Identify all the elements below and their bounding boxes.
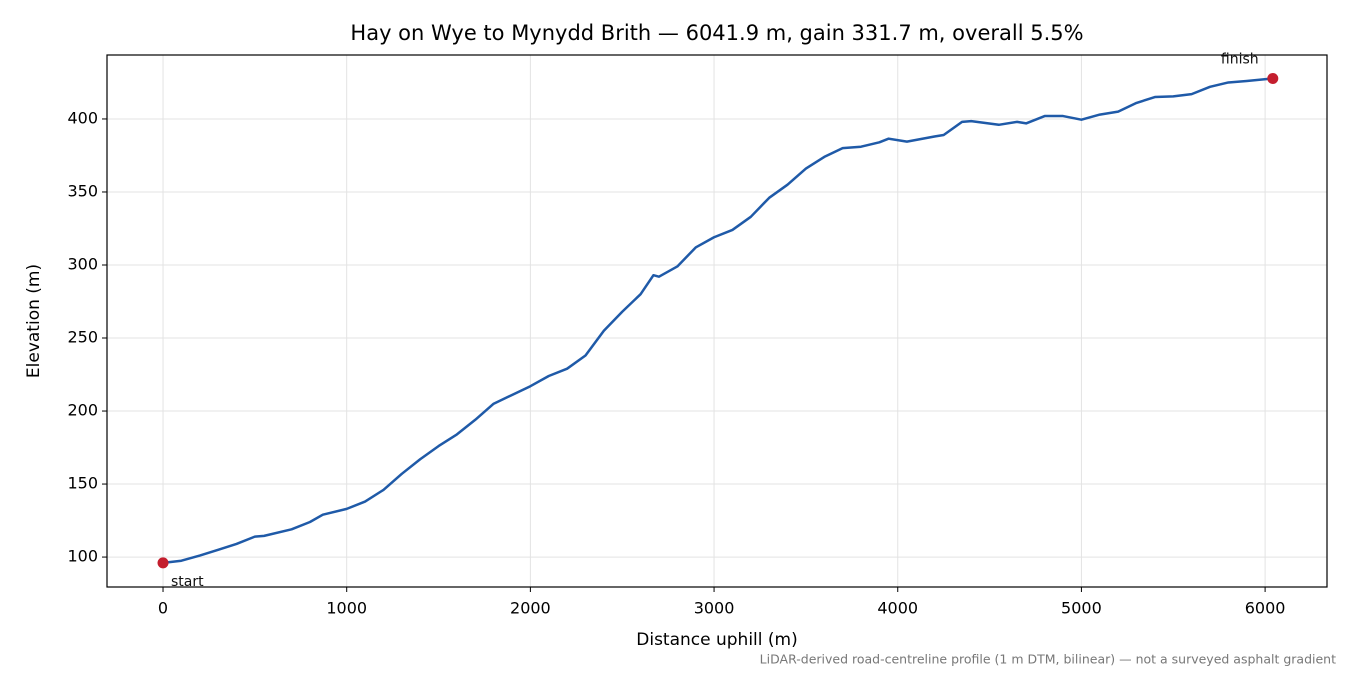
x-tick-label: 0 bbox=[158, 599, 168, 618]
x-tick-label: 6000 bbox=[1245, 599, 1286, 618]
chart-title: Hay on Wye to Mynydd Brith — 6041.9 m, g… bbox=[350, 21, 1083, 45]
x-tick-label: 2000 bbox=[510, 599, 551, 618]
y-tick-label: 350 bbox=[67, 181, 98, 200]
footnote: LiDAR-derived road-centreline profile (1… bbox=[760, 652, 1336, 667]
x-tick-label: 4000 bbox=[877, 599, 918, 618]
y-tick-label: 300 bbox=[67, 254, 98, 273]
plot-frame bbox=[106, 54, 1328, 588]
y-tick-label: 150 bbox=[67, 474, 98, 493]
x-tick-label: 5000 bbox=[1061, 599, 1102, 618]
x-axis-label: Distance uphill (m) bbox=[636, 630, 797, 650]
y-tick-label: 200 bbox=[67, 401, 98, 420]
y-axis-label: Elevation (m) bbox=[24, 264, 44, 378]
endpoint-marker bbox=[157, 557, 169, 569]
endpoint-label: start bbox=[171, 574, 204, 590]
endpoint-marker bbox=[1267, 73, 1279, 85]
x-tick-label: 1000 bbox=[326, 599, 367, 618]
endpoint-label: finish bbox=[1221, 52, 1259, 68]
y-tick-label: 400 bbox=[67, 108, 98, 127]
y-tick-label: 100 bbox=[67, 547, 98, 566]
y-tick-label: 250 bbox=[67, 328, 98, 347]
elevation-line bbox=[162, 77, 1273, 565]
x-tick-label: 3000 bbox=[694, 599, 735, 618]
